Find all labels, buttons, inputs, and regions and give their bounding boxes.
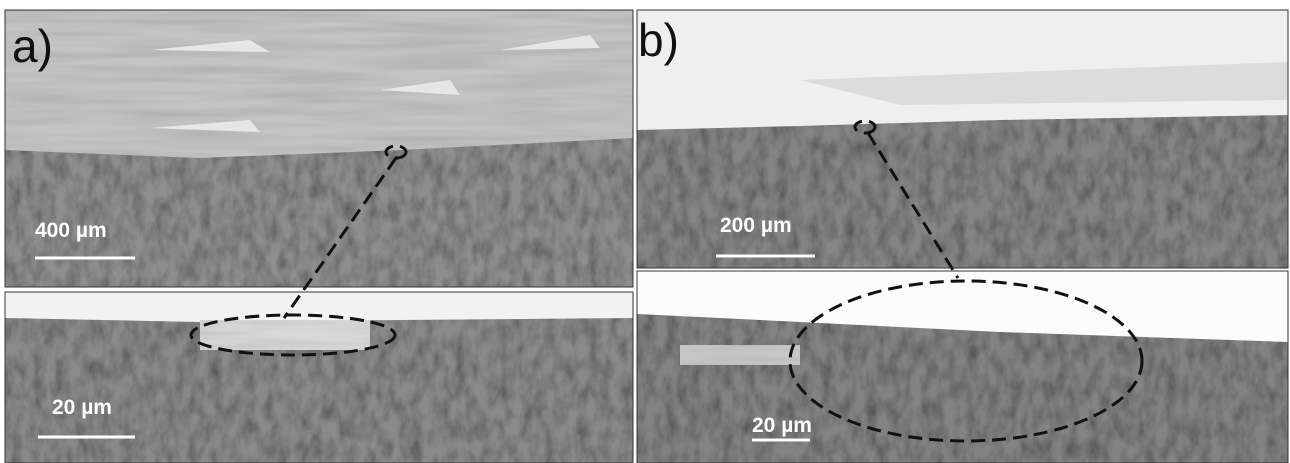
- scale-label: 20 µm: [52, 396, 112, 419]
- figure: a) b) 400 µm 20 µm 200 µm 20 µm: [0, 0, 1290, 463]
- panel-label: a): [12, 20, 53, 72]
- micrograph-b-detail: [637, 271, 1288, 463]
- scale-label: 200 µm: [720, 214, 792, 237]
- scale-label: 400 µm: [35, 219, 107, 242]
- micrograph-a-overview: [5, 10, 633, 287]
- scale-label: 20 µm: [752, 414, 812, 437]
- panel-label: b): [638, 14, 679, 66]
